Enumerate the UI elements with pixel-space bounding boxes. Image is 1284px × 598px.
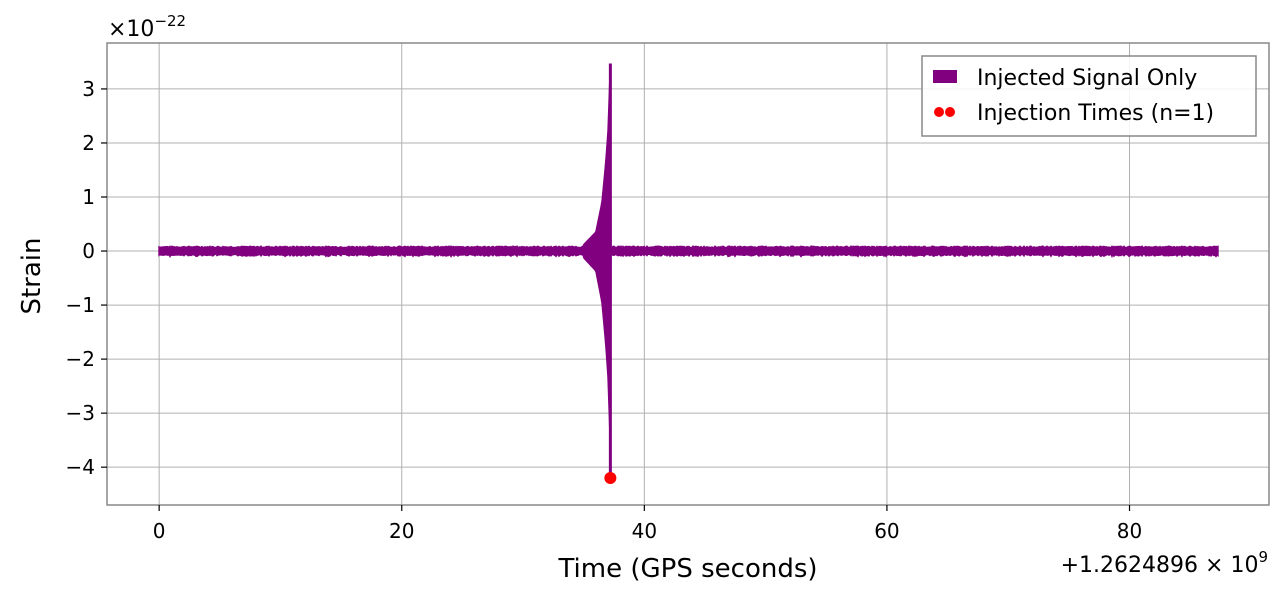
x-tick-label: 20: [389, 519, 414, 543]
injection-time-marker: [604, 471, 617, 484]
legend-swatch-injection-times-b: [945, 107, 955, 117]
y-multiplier-base: ×10: [108, 17, 154, 42]
plot-area: [158, 63, 1219, 484]
y-tick-label: −3: [66, 401, 95, 425]
legend-label-injection-times: Injection Times (n=1): [977, 101, 1214, 126]
y-tick-label: −2: [66, 347, 95, 371]
y-multiplier: ×10−22: [108, 12, 186, 42]
x-tick-label: 60: [874, 519, 899, 543]
y-tick-label: 2: [82, 131, 95, 155]
legend-swatch-injected-signal: [933, 70, 957, 83]
legend-box: [921, 55, 1257, 137]
legend: Injected Signal Only Injection Times (n=…: [921, 55, 1257, 137]
x-tick-label: 40: [632, 519, 657, 543]
x-offset-base: +1.2624896 × 10: [1061, 553, 1259, 578]
y-axis-label: Strain: [17, 237, 47, 314]
injected-signal-line: [158, 63, 1219, 478]
x-offset-label: +1.2624896 × 109: [1061, 548, 1268, 578]
y-multiplier-exponent: −22: [154, 12, 186, 30]
x-axis-label: Time (GPS seconds): [557, 554, 817, 584]
x-tick-label: 0: [153, 519, 166, 543]
legend-label-injected-signal: Injected Signal Only: [977, 66, 1197, 91]
y-tick-label: −4: [66, 455, 95, 479]
legend-swatch-injection-times-a: [934, 107, 944, 117]
x-offset-exponent: 9: [1258, 548, 1268, 566]
y-tick-label: 1: [82, 185, 95, 209]
axes-frame: [106, 42, 1270, 506]
y-tick-label: 0: [82, 239, 95, 263]
ticks: 0 20 40 60 80 −4 −3 −2 −1 0 1 2 3: [66, 77, 1143, 543]
x-tick-label: 80: [1117, 519, 1142, 543]
y-tick-label: 3: [82, 77, 95, 101]
y-tick-label: −1: [66, 293, 95, 317]
